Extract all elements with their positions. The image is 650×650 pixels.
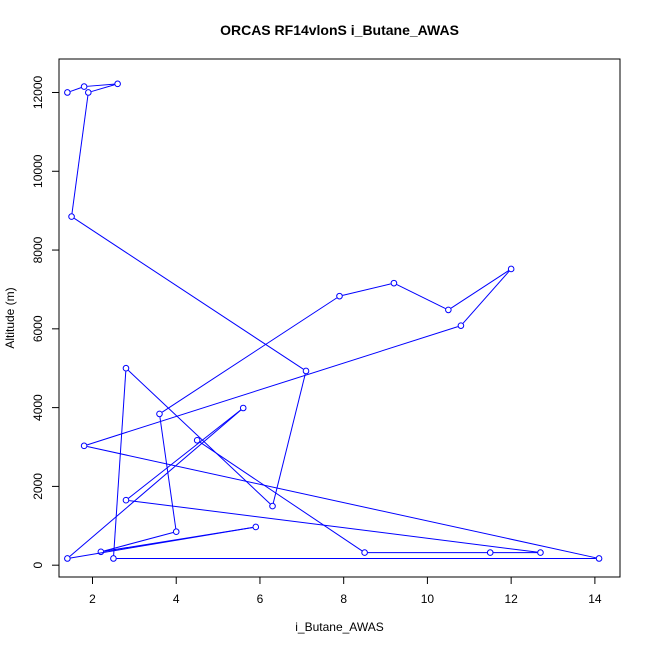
x-tick-label: 4 — [173, 592, 180, 606]
x-tick-label: 10 — [421, 592, 435, 606]
data-point — [80, 83, 88, 90]
x-tick-label: 6 — [257, 592, 264, 606]
series-segment — [87, 83, 115, 87]
y-tick-label: 6000 — [31, 315, 45, 342]
data-point — [97, 548, 105, 556]
data-point — [486, 549, 494, 556]
series-segment — [161, 297, 338, 413]
x-tick-label: 2 — [89, 592, 96, 606]
x-tick-label: 14 — [588, 592, 602, 606]
data-point — [269, 502, 276, 510]
data-point — [110, 555, 117, 562]
series-segment — [396, 284, 446, 309]
chart-title: ORCAS RF14vlonS i_Butane_AWAS — [220, 22, 459, 38]
data-point — [507, 265, 515, 273]
y-tick-label: 2000 — [31, 473, 45, 500]
series-segment — [127, 370, 271, 505]
y-tick-label: 10000 — [31, 154, 45, 188]
x-tick-label: 8 — [340, 592, 347, 606]
series-lines — [69, 83, 597, 559]
series-segment — [70, 527, 253, 559]
data-point — [85, 89, 92, 96]
data-point — [122, 496, 130, 504]
y-axis: 0 2000 4000 6000 8000 10000 12000 — [31, 75, 60, 569]
series-segment — [128, 409, 242, 499]
y-axis-title: Altitude (m) — [3, 287, 17, 348]
data-point — [239, 404, 247, 412]
data-point — [445, 306, 452, 314]
series-segment — [462, 271, 510, 324]
x-axis: 2 4 6 8 10 12 14 — [89, 576, 602, 606]
data-point — [172, 528, 180, 535]
series-segment — [87, 326, 459, 446]
y-tick-label: 12000 — [31, 75, 45, 109]
series-points — [64, 80, 603, 562]
y-tick-label: 4000 — [31, 394, 45, 421]
data-point — [336, 292, 343, 300]
data-point — [68, 213, 75, 220]
data-point — [595, 555, 603, 562]
series-segment — [70, 87, 82, 92]
x-axis-title: i_Butane_AWAS — [295, 620, 384, 634]
series-segment — [87, 446, 597, 559]
series-segment — [272, 373, 306, 504]
data-point — [537, 549, 544, 556]
data-point — [114, 80, 121, 88]
data-point — [80, 442, 88, 450]
data-point — [457, 322, 465, 329]
plot-frame — [58, 58, 621, 578]
data-point — [390, 279, 398, 287]
data-point — [122, 364, 130, 372]
series-segment — [103, 532, 174, 552]
series-segment — [342, 283, 391, 296]
data-point — [252, 523, 260, 531]
data-point — [302, 367, 310, 375]
series-segment — [69, 409, 242, 557]
data-point — [193, 437, 201, 444]
y-tick-label: 8000 — [31, 236, 45, 263]
y-tick-label: 0 — [31, 562, 45, 569]
data-point — [156, 410, 163, 418]
series-segment — [73, 217, 304, 370]
series-segment — [113, 371, 127, 556]
series-segment — [450, 270, 509, 309]
data-point — [361, 549, 368, 556]
data-point — [64, 555, 71, 562]
x-tick-label: 12 — [504, 592, 518, 606]
data-point — [64, 89, 71, 96]
series-segment — [199, 441, 363, 552]
series-segment — [91, 84, 115, 93]
series-segment — [71, 95, 89, 214]
series-segment — [129, 500, 538, 553]
